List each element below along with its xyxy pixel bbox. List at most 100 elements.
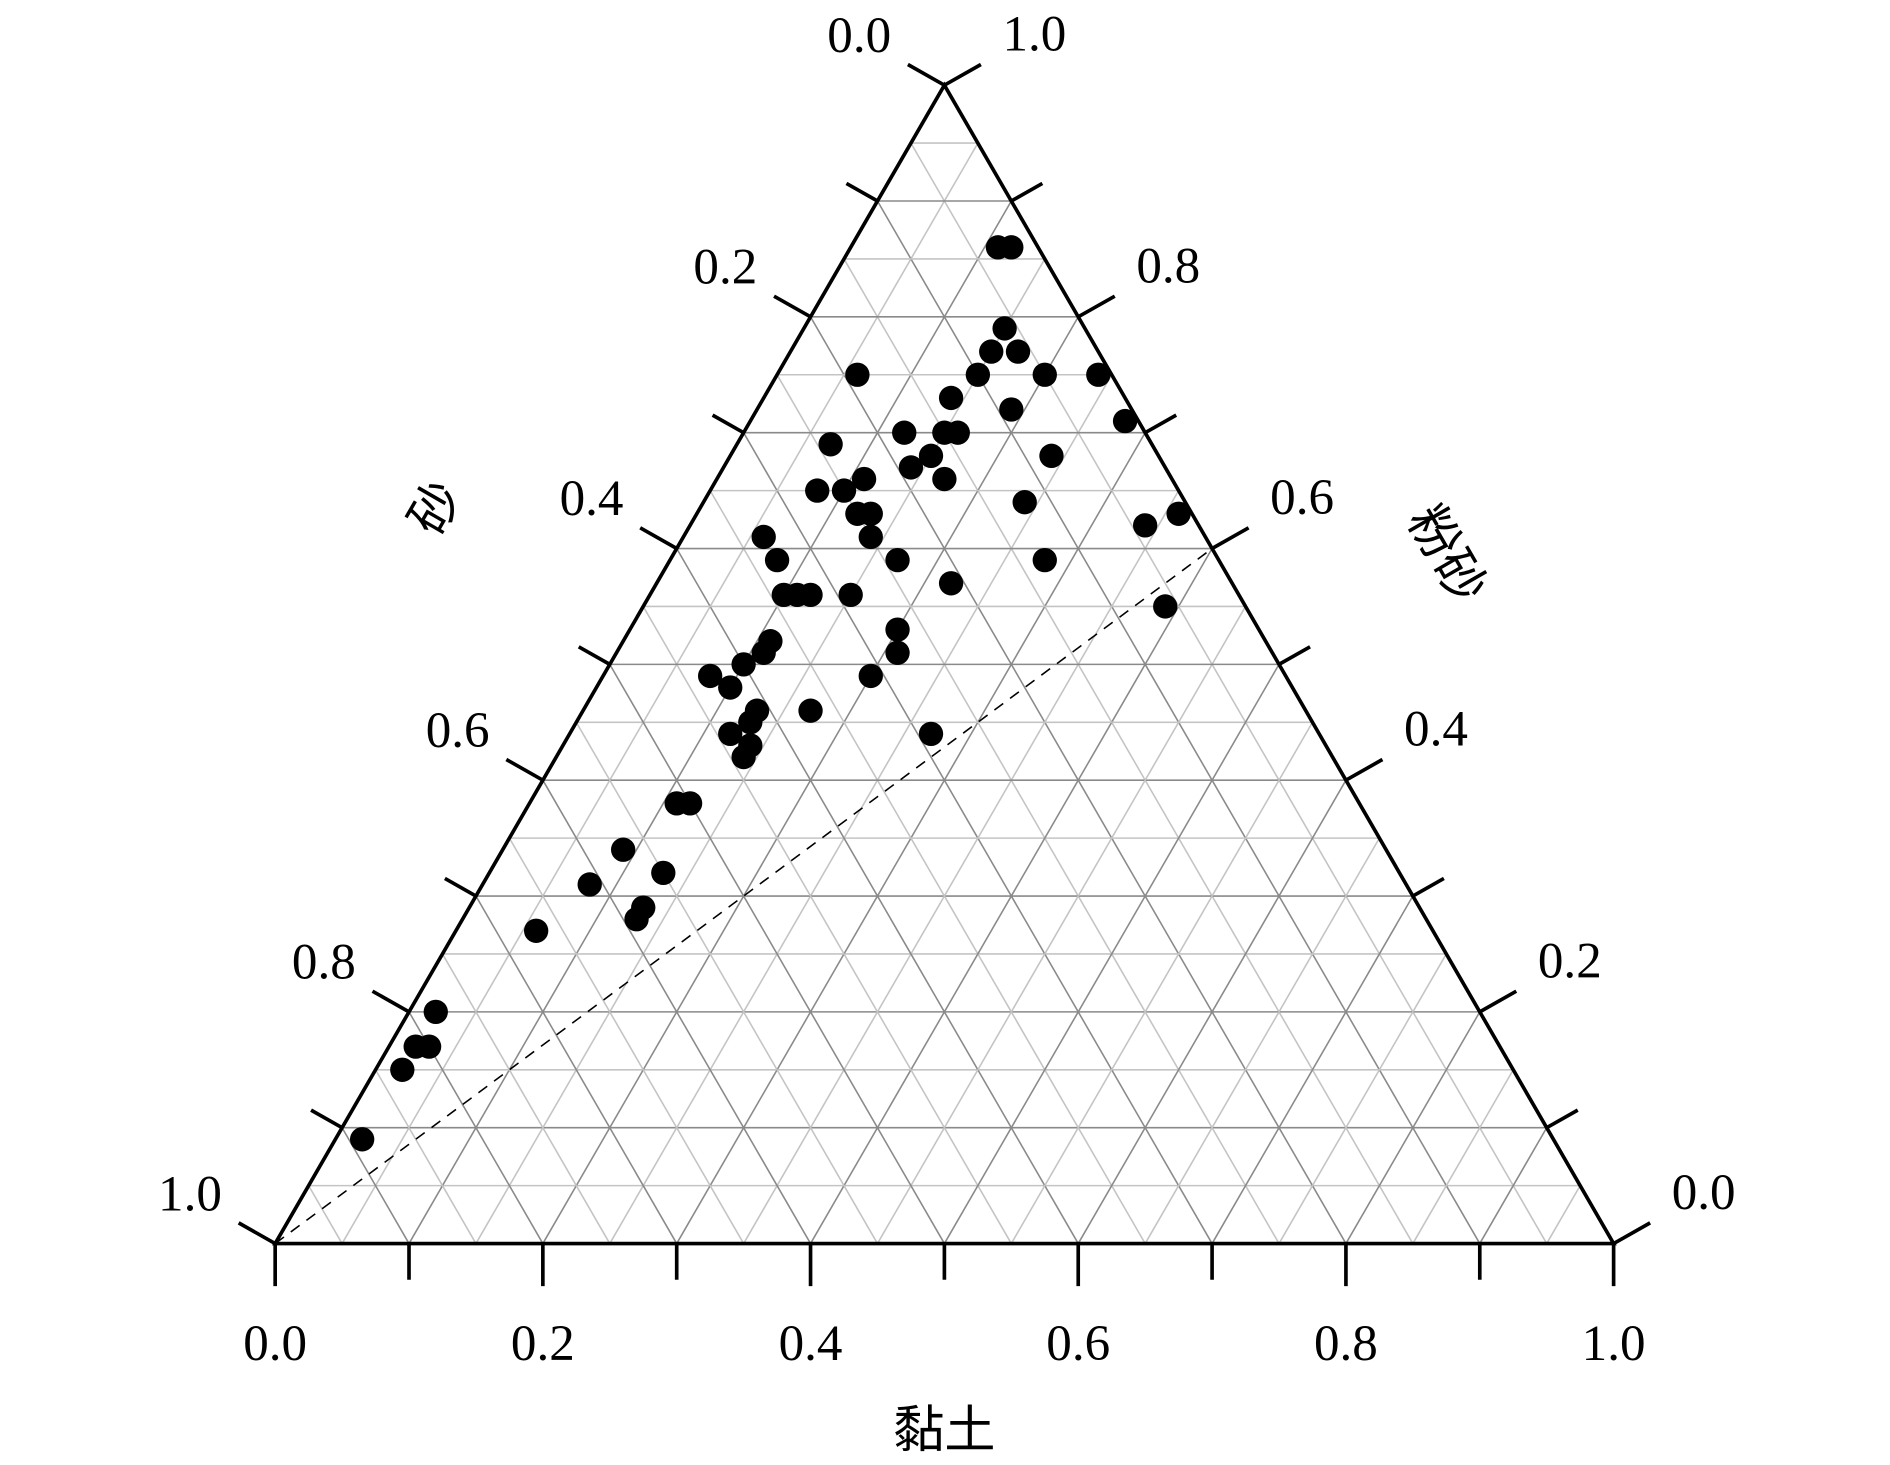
data-point — [838, 582, 863, 608]
data-point — [938, 571, 964, 596]
grid-line — [609, 663, 946, 1244]
tick-label: 0.8 — [1136, 237, 1200, 294]
tick-label: 0.4 — [779, 1315, 843, 1372]
data-point — [885, 617, 910, 642]
data-point — [831, 478, 857, 503]
tick-mark — [1345, 757, 1384, 782]
data-point — [965, 362, 991, 387]
data-point — [918, 443, 944, 469]
data-point — [738, 710, 763, 735]
silt-axis-title: 粉砂 — [1396, 496, 1496, 613]
tick-label: 1.0 — [1582, 1315, 1646, 1372]
data-point — [523, 918, 549, 943]
grid-line — [542, 779, 812, 1244]
data-point — [1132, 513, 1158, 538]
grid-line — [1010, 721, 1314, 1244]
data-point — [1086, 362, 1111, 387]
minor-tick-mark — [310, 1108, 343, 1130]
grid-line — [742, 490, 1180, 1244]
tick-mark — [639, 526, 678, 551]
data-point — [979, 339, 1004, 364]
data-point — [858, 663, 883, 689]
data-point — [858, 524, 883, 550]
tick-label: 0.8 — [292, 934, 356, 991]
minor-tick-mark — [1411, 876, 1445, 898]
tick-label: 0.4 — [1404, 701, 1468, 758]
tick-mark — [371, 989, 410, 1014]
tick-label: 1.0 — [1002, 6, 1066, 63]
data-point — [992, 316, 1017, 341]
data-point — [1032, 547, 1057, 573]
tick-mark — [1612, 1221, 1652, 1246]
tick-label: 0.8 — [1314, 1315, 1378, 1372]
data-point — [1112, 408, 1138, 434]
tick-label: 0.6 — [1046, 1315, 1110, 1372]
tick-label: 0.6 — [426, 702, 490, 759]
data-point — [697, 663, 723, 689]
data-point — [999, 235, 1024, 260]
data-point — [349, 1127, 375, 1152]
data-point — [1166, 501, 1191, 526]
tick-label: 0.2 — [693, 239, 757, 296]
grid-line — [1546, 1185, 1581, 1244]
data-point — [885, 640, 910, 665]
grid-line — [943, 663, 1280, 1244]
tick-mark — [1478, 989, 1518, 1014]
data-point — [423, 999, 448, 1025]
tick-mark — [505, 757, 544, 782]
grid-line — [1345, 1011, 1481, 1244]
data-point — [610, 837, 636, 862]
data-point — [731, 652, 756, 677]
grid-line — [1211, 895, 1414, 1244]
data-point — [898, 455, 924, 480]
tick-mark — [943, 62, 982, 87]
sand-axis-title: 砂 — [399, 472, 474, 545]
minor-tick-mark — [444, 876, 477, 898]
data-point — [798, 582, 823, 608]
grid-line — [910, 142, 1548, 1244]
data-point — [945, 420, 970, 445]
grid-line — [709, 490, 1146, 1244]
tick-label: 0.4 — [560, 470, 624, 527]
data-point — [1005, 339, 1031, 364]
data-point — [932, 466, 957, 492]
grid-line — [374, 1069, 477, 1244]
grid-line — [876, 606, 1247, 1244]
data-point — [1032, 362, 1057, 387]
minor-tick-mark — [845, 181, 879, 203]
tick-mark — [906, 62, 946, 87]
data-point — [1153, 594, 1178, 619]
grid-line — [1479, 1127, 1548, 1244]
data-point — [403, 1034, 428, 1059]
data-point — [1039, 443, 1064, 469]
grid-line — [475, 895, 678, 1244]
data-point — [751, 640, 776, 665]
data-point — [624, 907, 649, 932]
grid-line — [1278, 953, 1447, 1244]
grid-line — [508, 837, 745, 1244]
clay-axis-title: 黏土 — [893, 1403, 995, 1460]
data-point — [999, 397, 1024, 422]
minor-tick-mark — [1278, 645, 1311, 666]
data-point — [805, 478, 830, 503]
data-point — [1012, 490, 1037, 515]
minor-tick-mark — [711, 413, 745, 435]
data-point — [764, 547, 790, 573]
tick-label: 0.2 — [511, 1315, 575, 1372]
data-point — [677, 791, 703, 816]
data-point — [651, 860, 676, 886]
minor-tick-mark — [1545, 1108, 1579, 1130]
grid-line — [1077, 779, 1347, 1244]
data-point — [751, 524, 776, 550]
data-point — [577, 872, 602, 897]
grid-line — [575, 721, 879, 1244]
tick-mark — [237, 1221, 277, 1246]
data-point — [851, 466, 877, 492]
tick-label: 0.0 — [243, 1315, 307, 1372]
grid-line — [341, 142, 979, 1244]
grid-line — [441, 953, 611, 1244]
data-point — [818, 432, 843, 457]
data-point — [718, 675, 743, 700]
data-point — [938, 385, 964, 411]
